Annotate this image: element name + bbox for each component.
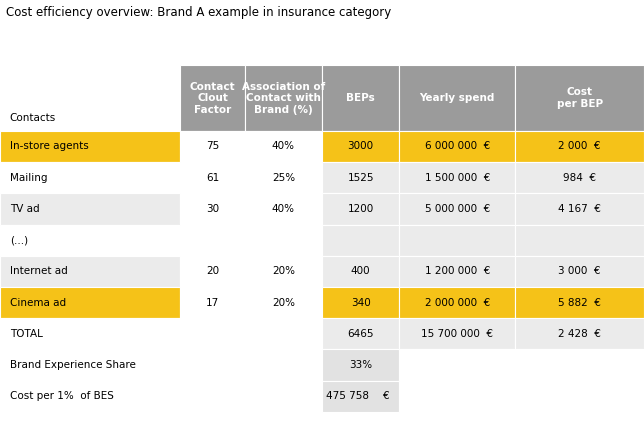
Bar: [322, 256, 399, 287]
Text: Cost
per BEP: Cost per BEP: [556, 87, 603, 109]
Text: 1525: 1525: [347, 173, 374, 183]
Bar: [515, 193, 644, 225]
Text: In-store agents: In-store agents: [10, 141, 88, 151]
Text: 15 700 000  €: 15 700 000 €: [421, 329, 493, 339]
Text: 340: 340: [351, 298, 370, 308]
Bar: [399, 162, 515, 193]
Text: 4 167  €: 4 167 €: [558, 204, 601, 214]
Text: 20%: 20%: [272, 298, 295, 308]
Text: Yearly spend: Yearly spend: [419, 93, 495, 103]
Bar: [399, 349, 644, 381]
Text: Mailing: Mailing: [10, 173, 47, 183]
Bar: [0, 287, 180, 318]
Bar: [180, 225, 245, 256]
Bar: [515, 225, 644, 256]
Bar: [515, 318, 644, 349]
Bar: [399, 256, 515, 287]
Bar: [322, 65, 399, 131]
Text: Cinema ad: Cinema ad: [10, 298, 66, 308]
Bar: [245, 65, 322, 131]
Text: 40%: 40%: [272, 204, 295, 214]
Text: 5 882  €: 5 882 €: [558, 298, 601, 308]
Bar: [180, 162, 245, 193]
Bar: [322, 193, 399, 225]
Bar: [399, 287, 515, 318]
Bar: [322, 349, 399, 381]
Bar: [180, 193, 245, 225]
Bar: [0, 256, 180, 287]
Bar: [515, 256, 644, 287]
Text: 2 000  €: 2 000 €: [558, 141, 601, 151]
Text: 1200: 1200: [348, 204, 374, 214]
Text: BEPs: BEPs: [346, 93, 375, 103]
Bar: [399, 381, 644, 412]
Text: 984  €: 984 €: [563, 173, 596, 183]
Text: Contacts: Contacts: [10, 113, 56, 123]
Text: 3000: 3000: [348, 141, 374, 151]
Bar: [0, 225, 180, 256]
Text: Cost per 1%  of BES: Cost per 1% of BES: [10, 391, 113, 401]
Bar: [399, 131, 515, 162]
Bar: [399, 225, 515, 256]
Text: 3 000  €: 3 000 €: [558, 266, 601, 276]
Text: (...): (...): [10, 235, 28, 245]
Text: 33%: 33%: [349, 360, 372, 370]
Bar: [399, 65, 515, 131]
Text: €: €: [383, 391, 390, 401]
Bar: [515, 65, 644, 131]
Bar: [245, 162, 322, 193]
Text: 400: 400: [351, 266, 370, 276]
Bar: [0, 193, 180, 225]
Bar: [515, 131, 644, 162]
Bar: [0, 65, 180, 131]
Text: 475 758: 475 758: [327, 391, 369, 401]
Text: 25%: 25%: [272, 173, 295, 183]
Bar: [322, 287, 399, 318]
Text: 75: 75: [206, 141, 219, 151]
Text: 61: 61: [206, 173, 219, 183]
Bar: [180, 65, 245, 131]
Bar: [399, 193, 515, 225]
Text: 5 000 000  €: 5 000 000 €: [424, 204, 490, 214]
Bar: [322, 131, 399, 162]
Text: Brand Experience Share: Brand Experience Share: [10, 360, 135, 370]
Text: TOTAL: TOTAL: [10, 329, 43, 339]
Bar: [0, 349, 322, 381]
Text: 20: 20: [206, 266, 219, 276]
Bar: [245, 225, 322, 256]
Text: 2 428  €: 2 428 €: [558, 329, 601, 339]
Text: 2 000 000  €: 2 000 000 €: [424, 298, 490, 308]
Text: 30: 30: [206, 204, 219, 214]
Bar: [245, 131, 322, 162]
Bar: [0, 381, 322, 412]
Bar: [399, 318, 515, 349]
Bar: [245, 193, 322, 225]
Bar: [0, 318, 322, 349]
Text: 17: 17: [206, 298, 219, 308]
Text: Contact
Clout
Factor: Contact Clout Factor: [190, 81, 235, 115]
Text: 6465: 6465: [347, 329, 374, 339]
Bar: [245, 256, 322, 287]
Text: 40%: 40%: [272, 141, 295, 151]
Text: 6 000 000  €: 6 000 000 €: [424, 141, 490, 151]
Bar: [322, 225, 399, 256]
Bar: [322, 162, 399, 193]
Bar: [180, 131, 245, 162]
Text: 1 200 000  €: 1 200 000 €: [424, 266, 490, 276]
Bar: [322, 318, 399, 349]
Bar: [180, 287, 245, 318]
Text: 1 500 000  €: 1 500 000 €: [424, 173, 490, 183]
Bar: [0, 162, 180, 193]
Text: Internet ad: Internet ad: [10, 266, 68, 276]
Text: TV ad: TV ad: [10, 204, 39, 214]
Bar: [180, 256, 245, 287]
Text: Cost efficiency overview: Brand A example in insurance category: Cost efficiency overview: Brand A exampl…: [6, 6, 392, 19]
Bar: [322, 381, 399, 412]
Text: 20%: 20%: [272, 266, 295, 276]
Bar: [0, 131, 180, 162]
Text: Association of
Contact with
Brand (%): Association of Contact with Brand (%): [242, 81, 325, 115]
Bar: [245, 287, 322, 318]
Bar: [515, 162, 644, 193]
Bar: [515, 287, 644, 318]
